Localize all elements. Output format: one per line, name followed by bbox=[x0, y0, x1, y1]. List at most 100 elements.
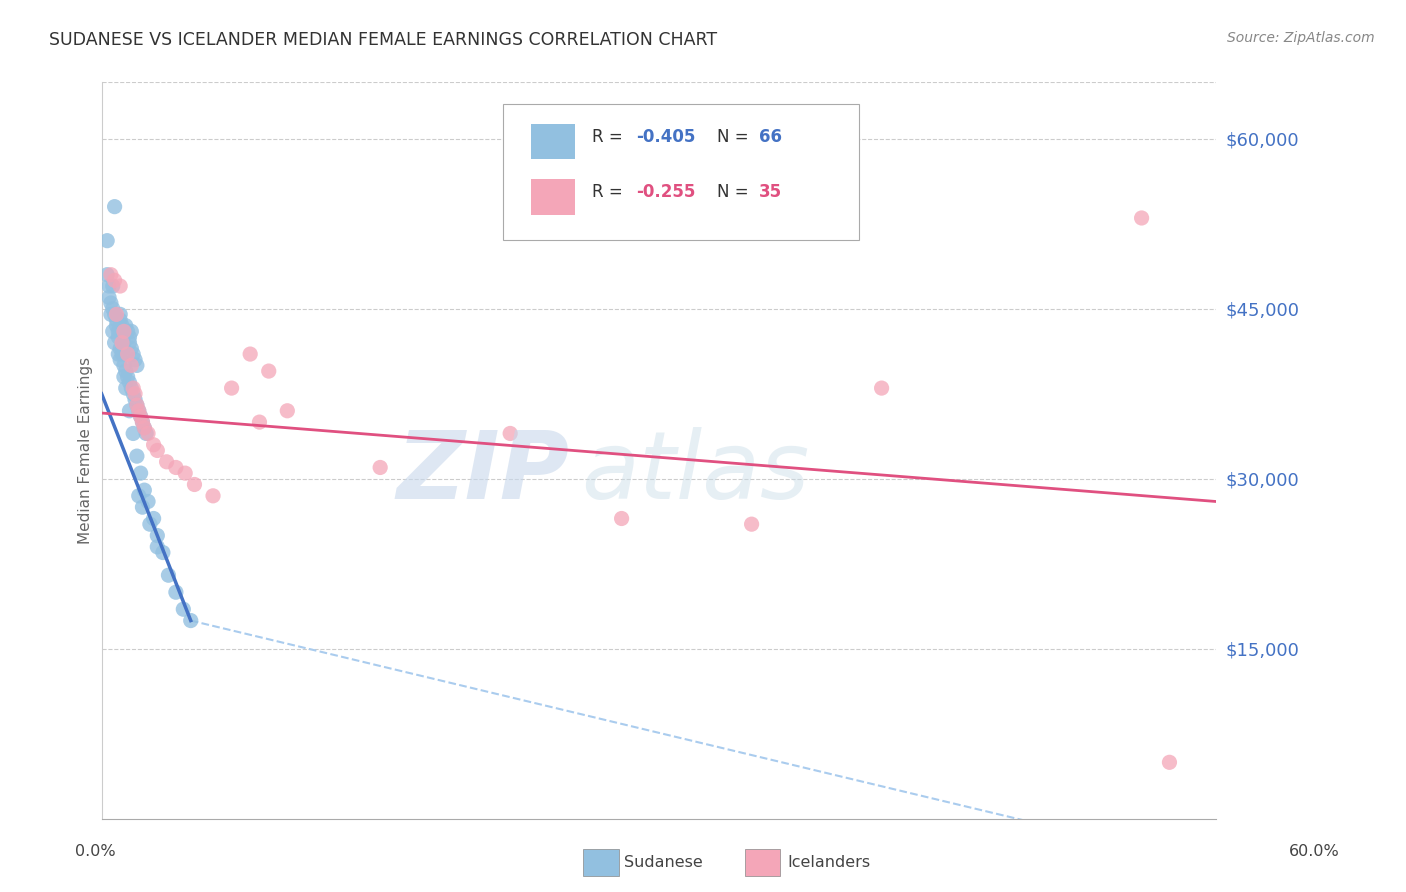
Text: Sudanese: Sudanese bbox=[624, 855, 703, 870]
Point bbox=[257, 364, 280, 378]
Point bbox=[368, 460, 391, 475]
Point bbox=[131, 415, 153, 429]
Point bbox=[139, 517, 162, 532]
Point bbox=[125, 449, 148, 463]
Point bbox=[120, 325, 142, 339]
Point bbox=[134, 483, 156, 497]
Point bbox=[105, 313, 128, 327]
Point bbox=[96, 268, 118, 282]
Point bbox=[134, 421, 156, 435]
Point bbox=[104, 273, 127, 287]
Point bbox=[122, 386, 145, 401]
Point bbox=[1130, 211, 1153, 225]
Point bbox=[221, 381, 243, 395]
Point bbox=[129, 466, 152, 480]
Point bbox=[104, 307, 127, 321]
Point bbox=[101, 301, 124, 316]
Point bbox=[131, 500, 153, 515]
Point bbox=[112, 335, 135, 350]
Point bbox=[108, 307, 131, 321]
Point bbox=[183, 477, 205, 491]
Point bbox=[101, 279, 124, 293]
Point bbox=[136, 426, 159, 441]
Text: Icelanders: Icelanders bbox=[787, 855, 870, 870]
Point bbox=[142, 511, 165, 525]
Point bbox=[122, 426, 145, 441]
Point bbox=[741, 517, 763, 532]
Y-axis label: Median Female Earnings: Median Female Earnings bbox=[79, 357, 93, 544]
Point bbox=[114, 364, 136, 378]
Point bbox=[108, 352, 131, 367]
Point bbox=[134, 421, 156, 435]
Point bbox=[105, 307, 128, 321]
Point bbox=[120, 342, 142, 356]
Point bbox=[146, 443, 169, 458]
Point bbox=[98, 279, 121, 293]
Point bbox=[146, 540, 169, 554]
Point bbox=[117, 369, 139, 384]
Point bbox=[180, 614, 202, 628]
Point bbox=[152, 545, 174, 559]
Point bbox=[108, 313, 131, 327]
Point bbox=[111, 318, 134, 333]
Point bbox=[108, 342, 131, 356]
Text: Source: ZipAtlas.com: Source: ZipAtlas.com bbox=[1227, 31, 1375, 45]
Point bbox=[107, 325, 129, 339]
Point bbox=[112, 359, 135, 373]
Point bbox=[118, 404, 141, 418]
Point bbox=[239, 347, 262, 361]
Point bbox=[249, 415, 271, 429]
Point bbox=[125, 359, 148, 373]
Point bbox=[118, 376, 141, 390]
Point bbox=[104, 335, 127, 350]
Point bbox=[174, 466, 197, 480]
Text: N =: N = bbox=[717, 184, 754, 202]
Point bbox=[610, 511, 633, 525]
Point bbox=[96, 234, 118, 248]
Text: R =: R = bbox=[592, 128, 628, 146]
FancyBboxPatch shape bbox=[503, 104, 859, 240]
Point bbox=[104, 200, 127, 214]
Text: atlas: atlas bbox=[581, 427, 808, 518]
Point bbox=[118, 330, 141, 344]
Text: ZIP: ZIP bbox=[396, 426, 569, 518]
Point bbox=[157, 568, 180, 582]
Point bbox=[136, 494, 159, 508]
Text: SUDANESE VS ICELANDER MEDIAN FEMALE EARNINGS CORRELATION CHART: SUDANESE VS ICELANDER MEDIAN FEMALE EARN… bbox=[49, 31, 717, 49]
Point bbox=[146, 528, 169, 542]
Point bbox=[111, 347, 134, 361]
Point bbox=[165, 585, 187, 599]
Text: 66: 66 bbox=[759, 128, 782, 146]
Point bbox=[165, 460, 187, 475]
Point bbox=[135, 426, 157, 441]
Point bbox=[129, 409, 152, 424]
Text: 60.0%: 60.0% bbox=[1289, 845, 1340, 859]
Point bbox=[142, 438, 165, 452]
Text: -0.255: -0.255 bbox=[637, 184, 696, 202]
Point bbox=[131, 415, 153, 429]
Point bbox=[100, 268, 122, 282]
Point bbox=[112, 369, 135, 384]
Point bbox=[112, 325, 135, 339]
Point bbox=[117, 325, 139, 339]
Point bbox=[100, 296, 122, 310]
Point bbox=[111, 335, 134, 350]
Point bbox=[112, 325, 135, 339]
Point bbox=[107, 330, 129, 344]
Point bbox=[155, 455, 177, 469]
Point bbox=[128, 404, 150, 418]
Point bbox=[107, 347, 129, 361]
Point bbox=[499, 426, 522, 441]
Point bbox=[128, 404, 150, 418]
Point bbox=[124, 352, 146, 367]
Point bbox=[122, 381, 145, 395]
Point bbox=[122, 347, 145, 361]
Point bbox=[1159, 756, 1181, 770]
Point bbox=[100, 307, 122, 321]
Point bbox=[129, 409, 152, 424]
Point bbox=[124, 386, 146, 401]
Point bbox=[120, 381, 142, 395]
Point bbox=[114, 381, 136, 395]
Point bbox=[114, 318, 136, 333]
Point bbox=[105, 318, 128, 333]
